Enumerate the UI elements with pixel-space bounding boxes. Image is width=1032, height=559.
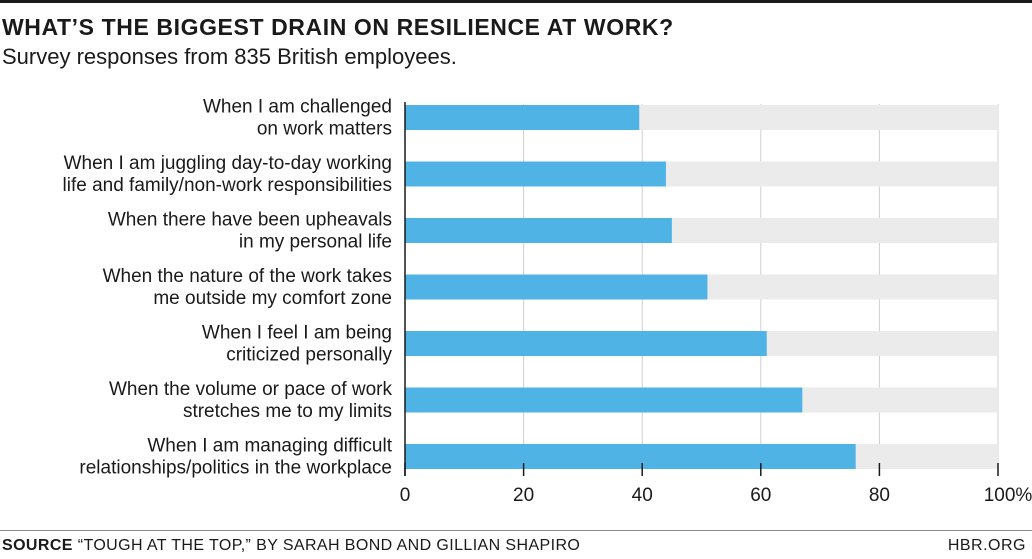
bar (405, 331, 767, 356)
category-label: When I am juggling day-to-day working lif… (63, 153, 392, 196)
category-label-line: When I am challenged (203, 97, 392, 118)
category-label: When I am managing difficult relationship… (79, 436, 392, 479)
bar (405, 444, 856, 469)
category-label: When the nature of the work takes me outs… (103, 266, 392, 309)
x-tick-label: 0 (400, 485, 411, 506)
footer-rule (0, 530, 1032, 531)
category-label-line: stretches me to my limits (183, 401, 392, 422)
category-label-line: life and family/non-work responsibilitie… (63, 175, 392, 196)
category-label-line: me outside my comfort zone (153, 288, 392, 309)
source-text: “TOUGH AT THE TOP,” BY SARAH BOND AND GI… (77, 537, 581, 554)
category-label-line: When the volume or pace of work (109, 379, 393, 400)
chart-subtitle: Survey responses from 835 British employ… (2, 44, 457, 69)
category-label-line: relationships/politics in the workplace (79, 458, 392, 479)
category-label-line: When there have been upheavals (108, 210, 392, 231)
category-label-line: When I am managing difficult (147, 436, 392, 457)
category-label-line: criticized personally (226, 345, 392, 366)
category-label-line: on work matters (257, 119, 392, 140)
source-credit: SOURCE “TOUGH AT THE TOP,” BY SARAH BOND… (2, 537, 580, 555)
bar (405, 387, 803, 413)
chart-title: WHAT’S THE BIGGEST DRAIN ON RESILIENCE A… (2, 14, 674, 40)
x-tick-label: 100% (984, 485, 1032, 506)
category-label: When there have been upheavals in my pers… (108, 210, 392, 253)
category-label-line: in my personal life (239, 232, 392, 253)
category-label: When I am challenged on work matters (203, 97, 392, 140)
category-label: When the volume or pace of work stretches… (109, 379, 393, 422)
category-label: When I feel I am being criticized persona… (202, 323, 393, 366)
bar (405, 274, 708, 300)
bar-chart: When I am challenged on work mattersWhen … (63, 97, 1032, 507)
bar (405, 105, 640, 130)
x-tick-label: 40 (632, 485, 653, 506)
category-label-line: When I am juggling day-to-day working (64, 153, 392, 174)
top-rule (0, 0, 1032, 3)
x-tick-label: 60 (750, 485, 771, 506)
bar (405, 161, 666, 187)
brand-logo-text: HBR.ORG (947, 537, 1026, 554)
category-label-line: When I feel I am being (202, 323, 392, 344)
x-tick-label: 20 (513, 485, 534, 506)
bar (405, 218, 672, 243)
x-tick-label: 80 (869, 485, 890, 506)
category-label-line: When the nature of the work takes (103, 266, 392, 287)
source-label: SOURCE (2, 537, 73, 554)
